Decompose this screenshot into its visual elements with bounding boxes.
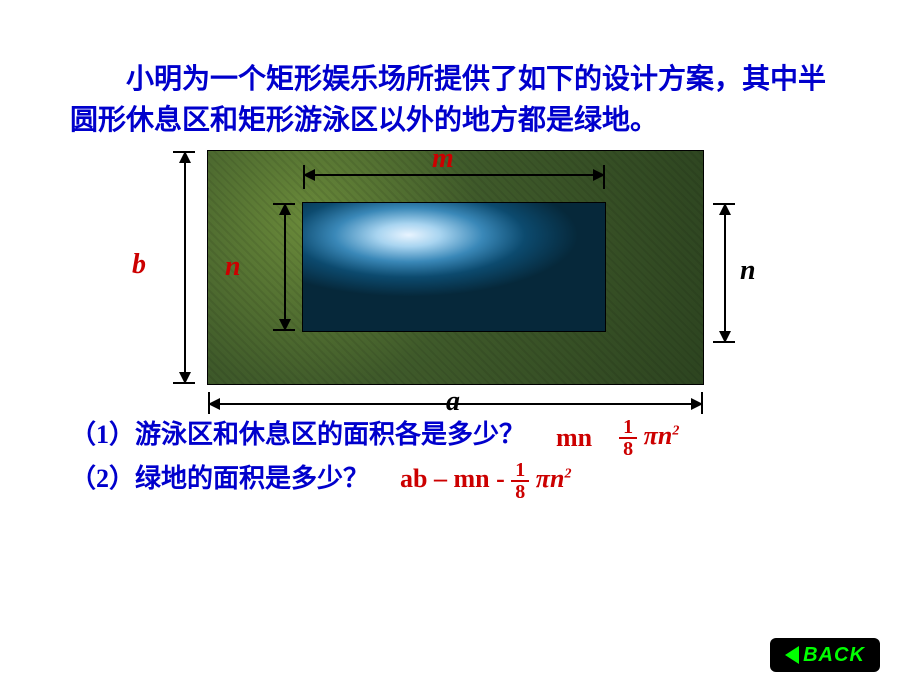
questions-block: （1）游泳区和休息区的面积各是多少？ mn 1 8 πn2 （2）绿地的面积是多… [70,415,850,502]
answer-2: ab – mn - 1 8 πn2 [400,459,571,502]
label-b: b [132,249,146,281]
label-n-right: n [740,255,756,287]
fraction-2: 1 8 [511,460,529,502]
fraction-1: 1 8 [619,417,637,459]
dimension-n-right [710,203,740,343]
dimension-n-left [270,203,300,331]
slide: 小明为一个矩形娱乐场所提供了如下的设计方案，其中半圆形休息区和矩形游泳区以外的地… [0,0,920,690]
answer-1-rest: 1 8 πn2 [619,416,679,459]
question-2-row: （2）绿地的面积是多少？ ab – mn - 1 8 πn2 [70,459,850,503]
dimension-m [303,157,605,193]
pool-rectangle [303,203,605,331]
label-n-left: n [225,251,241,283]
dimension-b [170,151,200,384]
question-1-row: （1）游泳区和休息区的面积各是多少？ mn 1 8 πn2 [70,415,850,459]
question-2: （2）绿地的面积是多少？ [70,464,369,493]
diagram: b m n n a [180,151,720,411]
outer-rectangle [208,151,703,384]
label-a: a [446,386,460,418]
back-button[interactable]: BACK [770,638,880,672]
back-arrow-icon [785,646,799,664]
answer-1-mn: mn [556,418,592,457]
problem-statement: 小明为一个矩形娱乐场所提供了如下的设计方案，其中半圆形休息区和矩形游泳区以外的地… [70,60,850,141]
question-1: （1）游泳区和休息区的面积各是多少？ [70,420,525,449]
back-button-label: BACK [803,644,865,667]
label-m: m [432,143,454,175]
